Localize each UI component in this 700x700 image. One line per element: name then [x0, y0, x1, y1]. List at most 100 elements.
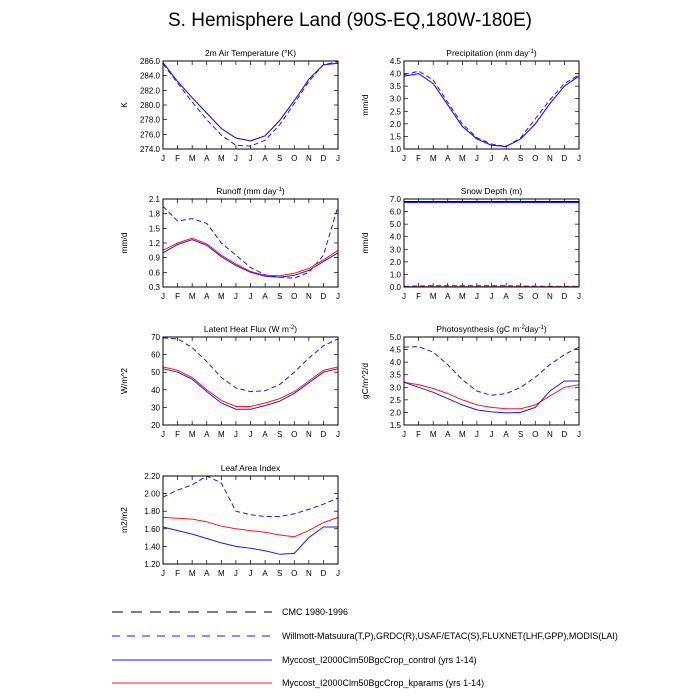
plot-frame — [403, 336, 580, 426]
x-tick-label: A — [204, 292, 210, 301]
x-tick-label: A — [445, 154, 451, 163]
y-tick-label: 274.0 — [140, 145, 161, 154]
y-tick-label: 2.0 — [390, 258, 402, 267]
x-tick-label: N — [547, 430, 553, 439]
y-tick-label: 280.0 — [140, 101, 161, 110]
x-tick-label: J — [234, 569, 238, 578]
chart-panel-5: Latent Heat Flux (W m-2) 20 30 40 50 60 70 W/m^… — [119, 324, 340, 439]
figure-title: S. Hemisphere Land (90S-EQ,180W-180E) — [168, 10, 532, 31]
y-tick-label: 4.0 — [390, 233, 402, 242]
y-tick-label: 3.5 — [390, 371, 402, 380]
y-tick-label: 1.0 — [390, 145, 402, 154]
y-tick-label: 284.0 — [140, 72, 161, 81]
x-tick-label: S — [277, 569, 282, 578]
x-tick-label: A — [262, 154, 268, 163]
x-tick-label: J — [161, 569, 165, 578]
panel-title: Precipitation (mm day-1) — [446, 48, 537, 58]
series-line-dash-blue — [403, 346, 580, 396]
series-line-solid-red — [403, 381, 580, 410]
plot-frame — [403, 198, 580, 288]
x-tick-label: F — [416, 292, 421, 301]
x-tick-label: O — [532, 154, 538, 163]
series-line-solid-blue — [162, 239, 339, 278]
x-tick-label: M — [218, 569, 225, 578]
y-axis-label: W/m^2 — [119, 368, 129, 394]
y-axis-label: gC/m^2/d — [360, 363, 370, 399]
y-axis-label: K — [119, 102, 129, 108]
y-tick-label: 1.8 — [149, 210, 161, 219]
y-tick-label: 278.0 — [140, 116, 161, 125]
legend-item-1: CMC 1980-1996 — [112, 607, 348, 617]
series-line-solid-blue — [403, 73, 580, 148]
y-tick-label: 3.0 — [390, 245, 402, 254]
y-tick-label: 3.0 — [390, 95, 402, 104]
series-line-solid-red — [162, 237, 339, 277]
panel-title: 2m Air Temperature (°K) — [205, 48, 296, 58]
legend-item-2: Willmott-Matsuura(T,P),GRDC(R),USAF/ETAC… — [112, 631, 618, 641]
x-tick-label: N — [547, 292, 553, 301]
y-tick-label: 6.0 — [390, 208, 402, 217]
x-tick-label: N — [306, 569, 312, 578]
x-tick-label: M — [430, 154, 437, 163]
x-tick-label: J — [490, 154, 494, 163]
y-tick-label: 7.0 — [390, 195, 402, 204]
y-tick-label: 2.5 — [390, 107, 402, 116]
x-tick-label: A — [204, 154, 210, 163]
legend-item-4: Myccost_I2000Clm50BgcCrop_kparams (yrs 1… — [112, 678, 484, 688]
x-tick-label: F — [175, 430, 180, 439]
x-tick-label: J — [490, 292, 494, 301]
series-line-solid-red — [403, 73, 580, 148]
x-tick-label: N — [306, 430, 312, 439]
y-tick-label: 3.5 — [390, 82, 402, 91]
y-tick-label: 4.0 — [390, 70, 402, 79]
x-tick-label: S — [277, 292, 282, 301]
x-tick-label: J — [402, 154, 406, 163]
x-tick-label: J — [249, 430, 253, 439]
y-tick-label: 0.0 — [390, 283, 402, 292]
y-tick-label: 276.0 — [140, 130, 161, 139]
y-tick-label: 60 — [151, 351, 160, 360]
x-tick-label: J — [577, 430, 581, 439]
y-tick-label: 50 — [151, 368, 160, 377]
x-tick-label: J — [234, 292, 238, 301]
y-tick-label: 2.00 — [144, 490, 160, 499]
plot-frame — [162, 198, 339, 288]
x-tick-label: A — [503, 292, 509, 301]
y-tick-label: 2.1 — [149, 195, 161, 204]
x-tick-label: M — [430, 292, 437, 301]
x-tick-label: F — [175, 569, 180, 578]
series-line-dash-blue — [403, 70, 580, 148]
x-tick-label: J — [336, 154, 340, 163]
y-tick-label: 1.40 — [144, 542, 160, 551]
y-axis-label: m2/m2 — [119, 507, 129, 533]
x-tick-label: A — [262, 292, 268, 301]
series-line-dash-blue — [162, 337, 339, 393]
legend-label: Willmott-Matsuura(T,P),GRDC(R),USAF/ETAC… — [282, 631, 618, 641]
y-axis-label: mm/d — [360, 232, 370, 254]
y-tick-label: 4.0 — [390, 358, 402, 367]
y-tick-label: 1.60 — [144, 525, 160, 534]
series-line-solid-blue — [162, 526, 338, 555]
panel-title: Latent Heat Flux (W m-2) — [204, 324, 297, 334]
y-tick-label: 5.0 — [390, 220, 402, 229]
series-line-solid-blue — [403, 380, 579, 414]
x-tick-label: J — [249, 569, 253, 578]
x-tick-label: D — [321, 154, 327, 163]
x-tick-label: S — [518, 154, 523, 163]
x-tick-label: M — [218, 430, 225, 439]
x-tick-label: J — [402, 292, 406, 301]
series-line-solid-blue — [162, 368, 339, 410]
y-tick-label: 4.5 — [390, 57, 402, 66]
x-tick-label: M — [189, 154, 196, 163]
x-tick-label: F — [416, 154, 421, 163]
chart-panel-4: Snow Depth (m) 0.0 1.0 2.0 3.0 4.0 5.0 6.0 7.0 mm… — [360, 186, 581, 301]
x-tick-label: J — [336, 569, 340, 578]
x-tick-label: N — [306, 154, 312, 163]
panel-title: Photosynthesis (gC m-2day-1) — [436, 324, 547, 334]
y-tick-label: 3.0 — [390, 383, 402, 392]
x-tick-label: M — [189, 292, 196, 301]
y-tick-label: 0.3 — [149, 283, 161, 292]
x-tick-label: F — [175, 154, 180, 163]
x-tick-label: S — [277, 154, 282, 163]
x-tick-label: M — [459, 292, 466, 301]
